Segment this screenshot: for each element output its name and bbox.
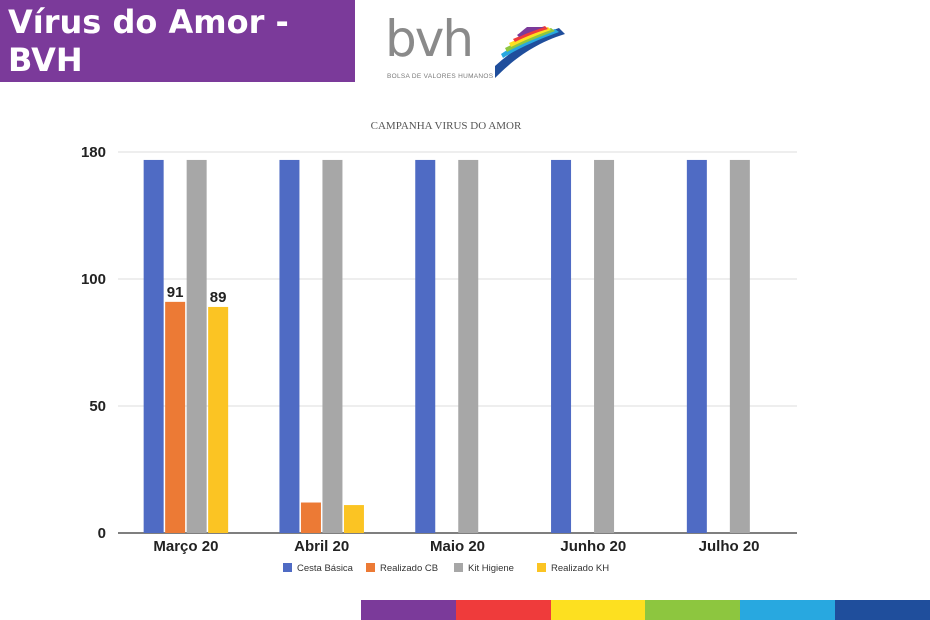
bar (594, 159, 615, 533)
stripe-segment (740, 600, 836, 620)
bar (165, 301, 186, 533)
legend-label: Realizado KH (551, 563, 609, 574)
chart-title: CAMPANHA VIRUS DO AMOR (371, 120, 522, 132)
legend-swatch (366, 563, 375, 572)
legend: Cesta Básica Realizado CB Kit Higiene Reali… (283, 563, 609, 574)
gridlines (118, 151, 797, 534)
legend-label: Cesta Básica (297, 563, 354, 574)
stripe-segment (835, 600, 930, 620)
rainbow-swoosh-icon (495, 26, 565, 78)
x-axis-ticks: Março 20 Abril 20 Maio 20 Junho 20 Julho 20 (153, 538, 759, 555)
x-tick-label: Junho 20 (560, 538, 626, 555)
bar-chart: CAMPANHA VIRUS DO AMOR 0 50 100 180 91 89 Ma… (81, 120, 797, 574)
data-label: 91 (167, 284, 184, 301)
y-tick-label: 180 (81, 144, 106, 161)
bar (322, 159, 343, 533)
legend-swatch (454, 563, 463, 572)
bvh-logo: bvh BOLSA DE VALORES HUMANOS (385, 10, 570, 86)
x-tick-label: Março 20 (153, 538, 218, 555)
logo-wordmark: bvh (385, 10, 474, 68)
legend-swatch (537, 563, 546, 572)
bar (186, 159, 207, 533)
y-tick-label: 50 (89, 398, 106, 415)
bar (686, 159, 707, 533)
bar (551, 159, 572, 533)
bar (279, 159, 300, 533)
stripe-segment (455, 600, 551, 620)
bar (415, 159, 436, 533)
logo-subtitle: BOLSA DE VALORES HUMANOS (387, 73, 494, 80)
stripe-segment (361, 600, 456, 620)
bar (143, 159, 164, 533)
y-axis-ticks: 0 50 100 180 (81, 144, 106, 542)
x-tick-label: Abril 20 (294, 538, 349, 555)
bar (300, 502, 321, 533)
stripe-segment (550, 600, 646, 620)
bar (729, 159, 750, 533)
data-label: 89 (210, 289, 227, 306)
page-title: Vírus do Amor - BVH (8, 3, 289, 79)
legend-label: Kit Higiene (468, 563, 514, 574)
x-tick-label: Julho 20 (699, 538, 760, 555)
y-tick-label: 100 (81, 271, 106, 288)
title-banner: Vírus do Amor - BVH (0, 0, 355, 82)
legend-label: Realizado CB (380, 563, 438, 574)
bars (143, 159, 750, 533)
bar (208, 306, 229, 533)
legend-swatch (283, 563, 292, 572)
stripe-segment (645, 600, 741, 620)
rainbow-stripe (361, 600, 930, 620)
data-labels: 91 89 (167, 284, 227, 306)
x-tick-label: Maio 20 (430, 538, 485, 555)
bar (343, 505, 364, 533)
y-tick-label: 0 (98, 525, 106, 542)
bar (458, 159, 479, 533)
